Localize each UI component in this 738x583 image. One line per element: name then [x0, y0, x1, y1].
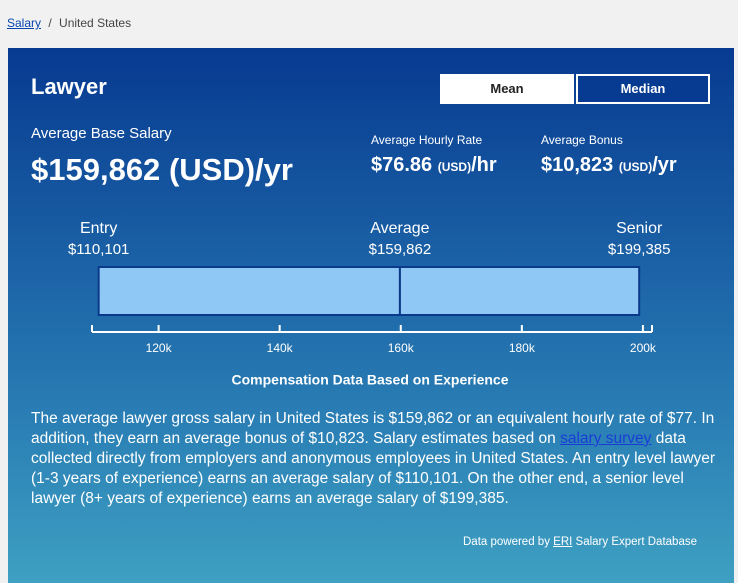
footer-text: Data powered by — [463, 536, 550, 548]
x-tick-label: 180k — [509, 341, 536, 355]
hourly-rate: $76.86 (USD)/hr — [371, 154, 497, 177]
breadcrumb-link[interactable]: Salary — [7, 16, 42, 30]
period: /yr — [652, 154, 677, 176]
amount: $159,862 — [31, 152, 161, 187]
amount: $10,823 — [541, 154, 614, 176]
x-tick-label: 200k — [630, 341, 657, 355]
base-salary: $159,862 (USD)/yr — [31, 152, 293, 188]
chart-title: Compensation Data Based on Experience — [232, 372, 509, 388]
bonus: $10,823 (USD)/yr — [541, 154, 677, 177]
description: The average lawyer gross salary in Unite… — [31, 409, 721, 509]
value-label: $110,101 — [68, 241, 129, 258]
mean-toggle[interactable]: Mean — [440, 74, 574, 104]
base-label: Average Base Salary — [31, 125, 172, 142]
range-bar — [97, 266, 401, 316]
separator: / — [48, 16, 52, 30]
x-tick-label: 140k — [267, 341, 294, 355]
period: /yr — [255, 152, 293, 187]
breadcrumb: Salary / United States — [7, 16, 131, 30]
experience-chart: Entry $110,101 Average $159,862 Senior $199,3… — [68, 220, 671, 388]
job-title: Lawyer — [31, 74, 107, 99]
bonus-label: Average Bonus — [541, 133, 623, 147]
category-label: Entry — [80, 220, 117, 237]
breadcrumb-current: United States — [59, 16, 132, 30]
footer: Data powered by ERI Salary Expert Databa… — [463, 536, 697, 548]
x-tick-label: 120k — [146, 341, 173, 355]
amount: $76.86 — [371, 154, 433, 176]
survey-link[interactable]: salary survey — [560, 430, 652, 447]
value-label: $199,385 — [608, 241, 671, 258]
hourly-label: Average Hourly Rate — [371, 133, 483, 147]
category-label: Senior — [616, 220, 663, 237]
range-bar — [398, 266, 641, 316]
value-label: $159,862 — [369, 241, 432, 258]
period: /hr — [471, 154, 497, 176]
unit: (USD) — [437, 160, 472, 174]
category-label: Average — [370, 220, 429, 237]
eri-link[interactable]: ERI — [553, 536, 573, 548]
unit: (USD) — [618, 160, 653, 174]
text: data collected directly from employers a… — [31, 430, 716, 507]
median-toggle[interactable]: Median — [576, 74, 710, 104]
text: The average lawyer gross salary in Unite… — [31, 410, 715, 447]
footer-rest: Salary Expert Database — [575, 536, 697, 548]
unit: (USD) — [168, 152, 256, 187]
x-tick-label: 160k — [388, 341, 415, 355]
